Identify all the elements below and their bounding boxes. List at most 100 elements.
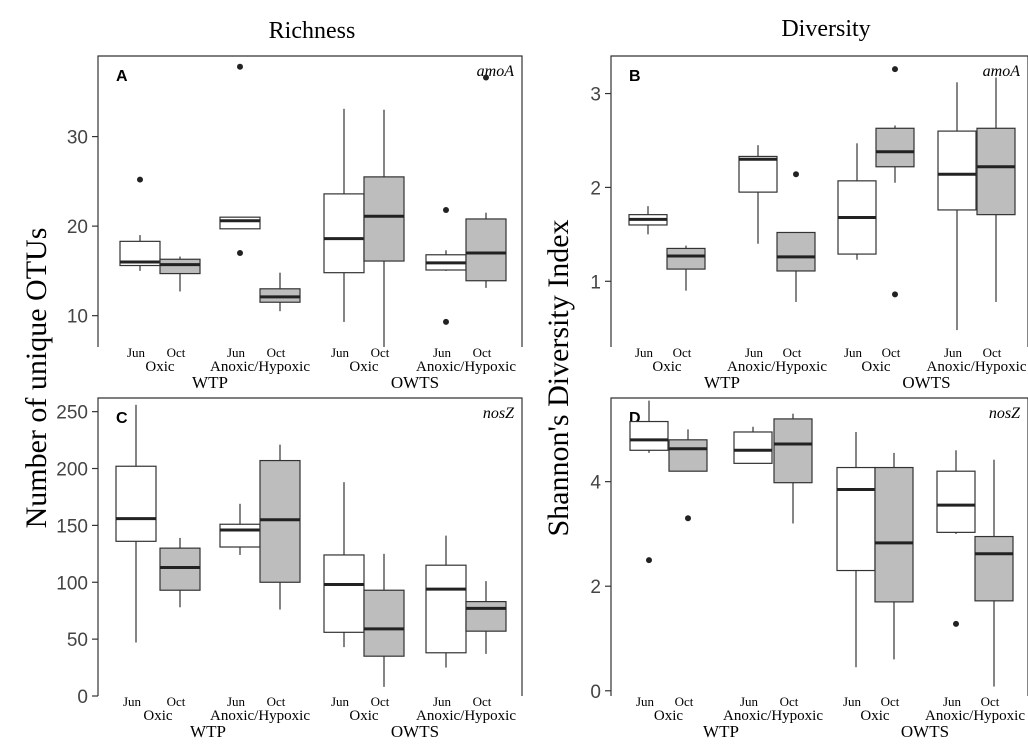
panel-c-month-label: Jun (433, 694, 452, 709)
panel-a-outlier (443, 318, 449, 325)
panel-a-month-label: Oct (473, 345, 492, 360)
panel-b-box (875, 127, 915, 168)
panel-d-ytick-label: 0 (590, 682, 601, 703)
panel-d-box (733, 431, 773, 464)
panel-c-box (323, 554, 365, 633)
panel-d-box (668, 439, 708, 472)
panel-c-month-label: Oct (167, 694, 186, 709)
panel-a-group-label: Oxic (145, 359, 175, 375)
panel-b-group-label: Anoxic/Hypoxic (927, 359, 1027, 375)
panel-c-box (219, 523, 261, 548)
panel-a-group-label: Anoxic/Hypoxic (210, 359, 310, 375)
panel-d-letter: D (629, 410, 641, 427)
panel-b-box (776, 231, 816, 272)
panel-a-group-label: Oxic (349, 359, 379, 375)
diversity-column-title: Diversity (781, 16, 870, 42)
panel-b-month-label: Oct (783, 345, 802, 360)
panel-b-outlier (892, 291, 898, 298)
panel-d-month-label: Oct (675, 694, 694, 709)
panel-b-box (666, 247, 706, 270)
panel-d-outlier (646, 557, 652, 564)
panel-b-site-label: WTP (704, 373, 740, 392)
panel-a-gene-label: amoA (477, 63, 515, 80)
panel-d-ytick-label: 2 (590, 577, 601, 598)
panel-c-box (115, 465, 157, 542)
panel-d-month-label: Oct (881, 694, 900, 709)
panel-a-month-label: Jun (433, 345, 452, 360)
panel-d-month-label: Jun (740, 694, 759, 709)
panel-b-month-label: Jun (635, 345, 654, 360)
panel-c-site-label: OWTS (391, 722, 439, 741)
panel-b-box (937, 130, 977, 211)
panel-d-group-label: Anoxic/Hypoxic (925, 708, 1025, 724)
panel-c-box (259, 459, 301, 583)
panel-b-ytick-label: 2 (590, 178, 601, 199)
panel-d-box (629, 420, 669, 451)
panel-c-month-label: Jun (123, 694, 142, 709)
panel-a-frame (97, 55, 523, 347)
panel-d-site-label: OWTS (901, 722, 949, 741)
panel-b-month-label: Jun (745, 345, 764, 360)
panel-b-month-label: Jun (944, 345, 963, 360)
panel-a-ytick-label: 30 (67, 128, 88, 149)
panel-a-outlier (483, 74, 489, 81)
panel-a-box (363, 176, 405, 262)
panel-a-outlier (443, 207, 449, 214)
panel-c-ytick-label: 0 (77, 687, 88, 708)
panel-c-gene-label: nosZ (483, 405, 515, 422)
panel-c-group-label: Anoxic/Hypoxic (416, 708, 516, 724)
panel-d-gene-label: nosZ (989, 405, 1021, 422)
panel-d-month-label: Jun (636, 694, 655, 709)
panel-a-outlier (237, 63, 243, 70)
panel-d-box (836, 466, 876, 572)
panel-b-gene-label: amoA (983, 63, 1021, 80)
panel-a-box (219, 216, 261, 230)
panel-b-group-label: Oxic (652, 359, 682, 375)
panel-d-box (974, 535, 1014, 602)
panel-b-month-label: Oct (983, 345, 1002, 360)
panel-c-ytick-label: 100 (56, 573, 88, 594)
panel-c-box (159, 547, 201, 591)
panel-b-box (976, 127, 1016, 216)
panel-c-group-label: Anoxic/Hypoxic (210, 708, 310, 724)
panel-d-outlier (685, 515, 691, 522)
panel-c-box (425, 564, 467, 654)
panel-b-frame (610, 55, 1028, 347)
panel-b-ytick-label: 3 (590, 85, 601, 106)
panel-b-letter: B (629, 68, 641, 85)
panel-a-ytick-label: 10 (67, 307, 88, 328)
panel-b-outlier (892, 66, 898, 73)
panel-a-month-label: Oct (371, 345, 390, 360)
panel-b-group-label: Oxic (861, 359, 891, 375)
panel-b-site-label: OWTS (902, 373, 950, 392)
panel-a-month-label: Jun (227, 345, 246, 360)
panel-c-box (363, 589, 405, 657)
panel-c-month-label: Jun (227, 694, 246, 709)
panel-a-month-label: Oct (267, 345, 286, 360)
panel-c-month-label: Oct (371, 694, 390, 709)
panel-b-outlier (793, 171, 799, 178)
panel-c-ytick-label: 50 (67, 630, 88, 651)
panel-b-month-label: Oct (882, 345, 901, 360)
panel-d-month-label: Jun (843, 694, 862, 709)
panel-c-ytick-label: 200 (56, 460, 88, 481)
panel-d-frame (610, 397, 1028, 696)
richness-column-title: Richness (269, 18, 356, 44)
y-axis-title-richness: Number of unique OTUs (20, 228, 53, 529)
panel-d-box (936, 470, 976, 533)
panel-a-site-label: WTP (192, 373, 228, 392)
panel-c-ytick-label: 250 (56, 403, 88, 424)
panel-c-frame (97, 397, 523, 696)
panel-c-month-label: Oct (267, 694, 286, 709)
panel-c-box (465, 600, 507, 632)
panel-d-group-label: Oxic (654, 708, 684, 724)
panel-b-month-label: Oct (673, 345, 692, 360)
panel-d-group-label: Oxic (860, 708, 890, 724)
panel-b-group-label: Anoxic/Hypoxic (727, 359, 827, 375)
panel-d-ytick-label: 4 (590, 473, 601, 494)
panel-a-outlier (137, 176, 143, 183)
panel-b-ytick-label: 1 (590, 272, 601, 293)
panel-a-month-label: Jun (127, 345, 146, 360)
